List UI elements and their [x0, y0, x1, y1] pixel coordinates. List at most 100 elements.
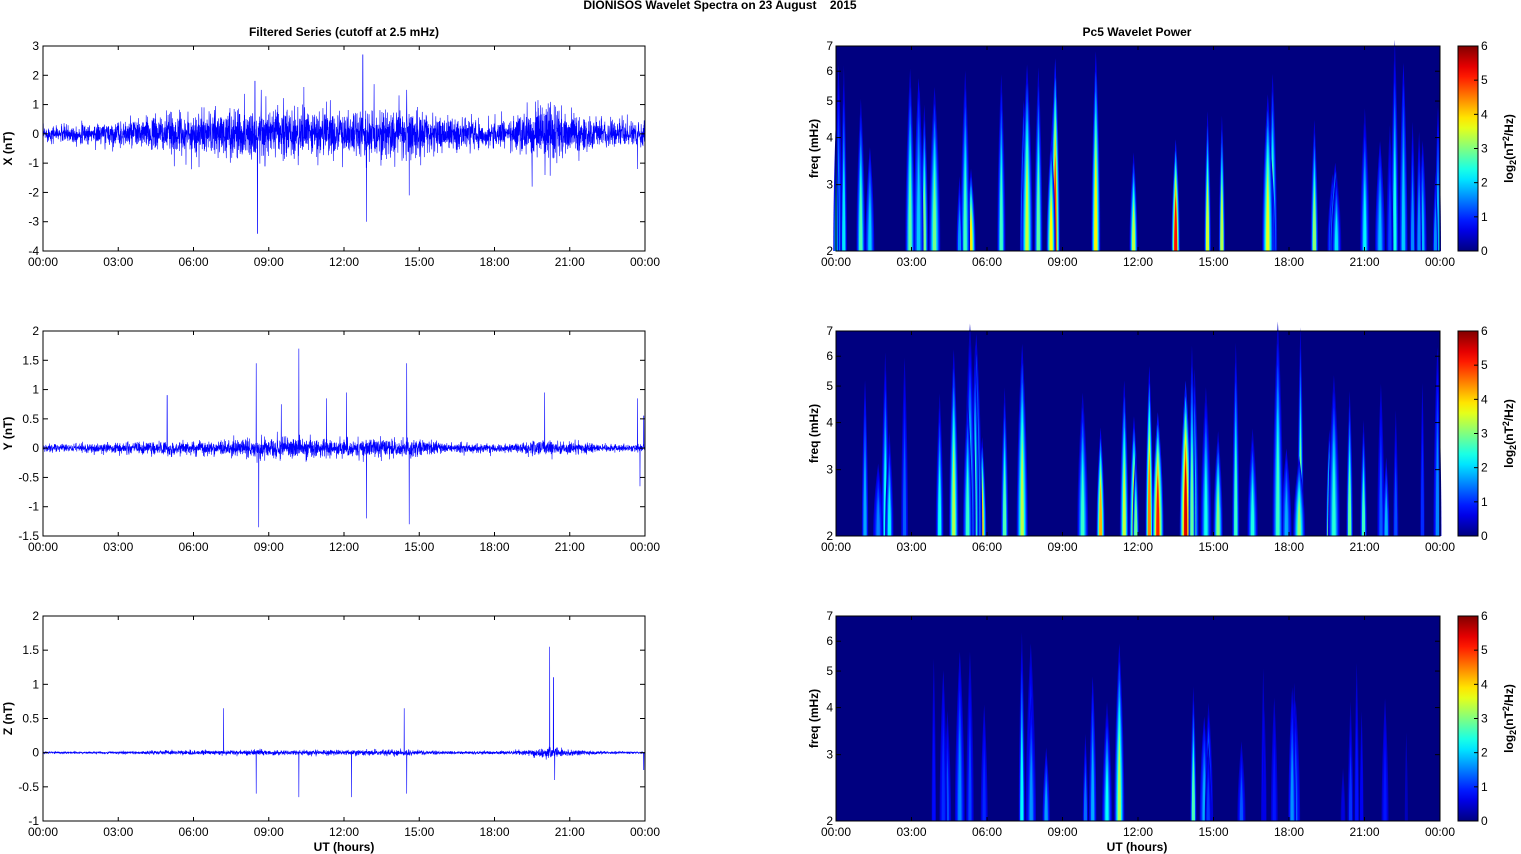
wavelet-power-burst [887, 483, 891, 536]
x-tick-label: 18:00 [1274, 540, 1304, 554]
colorbar-tick-label: 6 [1481, 39, 1488, 53]
wavelet-power-burst [1147, 451, 1151, 536]
y-tick-label: 1.5 [22, 643, 39, 657]
y-tick-label: -4 [28, 244, 39, 258]
colorbar-tick-label: 5 [1481, 358, 1488, 372]
spectrum-ylabel: freq (mHz) [807, 119, 821, 178]
wavelet-power-burst [1220, 183, 1224, 251]
wavelet-power-burst [1044, 780, 1048, 821]
y-tick-label: -2 [28, 185, 39, 199]
wavelet-power-burst [1117, 732, 1121, 821]
series-line-x [42, 54, 646, 234]
x-tick-label: 06:00 [178, 825, 208, 839]
wavelet-power-burst [1297, 495, 1301, 536]
x-tick-label: 00:00 [1425, 825, 1455, 839]
wavelet-power-burst [1290, 746, 1294, 821]
colorbar-tick-label: 2 [1481, 176, 1488, 190]
x-tick-label: 12:00 [1123, 540, 1153, 554]
y-tick-label: 5 [826, 94, 833, 108]
wavelet-power-burst [1404, 732, 1408, 821]
wavelet-power-burst [968, 726, 972, 821]
series-ylabel: X (nT) [1, 132, 15, 166]
y-tick-label: -1 [28, 156, 39, 170]
wavelet-power-burst [933, 168, 937, 251]
x-tick-label: 15:00 [404, 825, 434, 839]
y-tick-label: 1 [32, 677, 39, 691]
x-tick-label: 06:00 [972, 540, 1002, 554]
colorbar-tick-label: 3 [1481, 142, 1488, 156]
x-tick-label: 21:00 [555, 825, 585, 839]
spectrum-ylabel: freq (mHz) [807, 689, 821, 748]
wavelet-power-burst [952, 442, 956, 536]
x-tick-label: 00:00 [1425, 255, 1455, 269]
y-tick-label: -1 [28, 500, 39, 514]
wavelet-power-burst [1355, 722, 1359, 821]
wavelet-power-burst [941, 726, 945, 821]
x-tick-label: 09:00 [254, 825, 284, 839]
y-tick-label: 6 [826, 634, 833, 648]
wavelet-power-burst [1216, 483, 1220, 536]
wavelet-power-burst [938, 464, 942, 536]
wavelet-power-burst [958, 726, 962, 821]
x-tick-label: 18:00 [479, 540, 509, 554]
colorbar-label-part: log [1502, 735, 1516, 753]
wavelet-power-burst [1105, 761, 1109, 821]
y-tick-label: 2 [826, 529, 833, 543]
y-tick-label: 1.5 [22, 353, 39, 367]
wavelet-power-burst [1420, 440, 1424, 536]
series-ylabel: Y (nT) [1, 417, 15, 451]
y-tick-label: -1.5 [18, 529, 39, 543]
right-xlabel: UT (hours) [1107, 840, 1168, 854]
x-tick-label: 03:00 [103, 540, 133, 554]
panels-group: -4 -3 -2 -1 0 1 2 3 00:00 03:00 06:00 09:00 12:00 15:… [1, 39, 1518, 839]
wavelet-power-burst [1363, 179, 1367, 251]
y-tick-label: 2 [826, 244, 833, 258]
colorbar-label: log2(nT2/Hz) [1501, 114, 1518, 183]
x-tick-label: 18:00 [479, 825, 509, 839]
colorbar [1458, 331, 1478, 536]
series-line-y [42, 348, 646, 528]
colorbar-tick-label: 2 [1481, 746, 1488, 760]
wavelet-power-burst [863, 449, 867, 536]
y-tick-label: 0 [32, 746, 39, 760]
colorbar-label-part: log [1502, 165, 1516, 183]
wavelet-power-burst [859, 174, 863, 251]
colorbar-label-part: /Hz) [1502, 114, 1516, 136]
wavelet-power-burst [903, 437, 907, 536]
wavelet-power-burst [1411, 179, 1415, 251]
colorbar-tick-label: 1 [1481, 210, 1488, 224]
wavelet-power-burst [1003, 461, 1007, 536]
wavelet-power-burst [1334, 210, 1338, 251]
colorbar-label-superscript: 2 [1501, 421, 1511, 426]
colorbar-tick-label: 3 [1481, 427, 1488, 441]
x-tick-label: 06:00 [972, 255, 1002, 269]
colorbar-tick-label: 0 [1481, 244, 1488, 258]
wavelet-power-burst [1239, 776, 1243, 821]
y-tick-label: 2 [826, 814, 833, 828]
wavelet-power-burst [1036, 159, 1040, 251]
wavelet-power-burst [1266, 172, 1270, 251]
y-tick-label: 3 [826, 748, 833, 762]
wavelet-power-burst [1272, 743, 1276, 821]
colorbar-label-superscript: 2 [1501, 706, 1511, 711]
x-tick-label: 21:00 [1349, 540, 1379, 554]
x-tick-label: 12:00 [1123, 825, 1153, 839]
wavelet-power-burst [842, 158, 846, 251]
y-tick-label: 2 [32, 324, 39, 338]
wavelet-power-burst [1099, 481, 1103, 536]
x-tick-label: 03:00 [896, 825, 926, 839]
colorbar-tick-label: 5 [1481, 643, 1488, 657]
x-tick-label: 00:00 [821, 255, 851, 269]
colorbar-label-part: log [1502, 450, 1516, 468]
wavelet-power-burst [1393, 145, 1397, 251]
x-tick-label: 00:00 [821, 825, 851, 839]
colorbar [1458, 616, 1478, 821]
wavelet-power-burst [1417, 184, 1421, 251]
wavelet-power-burst [1284, 487, 1288, 536]
wavelet-power-burst [958, 209, 962, 251]
wavelet-power-burst [1081, 464, 1085, 536]
x-tick-label: 15:00 [1198, 255, 1228, 269]
colorbar-tick-label: 3 [1481, 712, 1488, 726]
wavelet-power-burst [1132, 201, 1136, 251]
